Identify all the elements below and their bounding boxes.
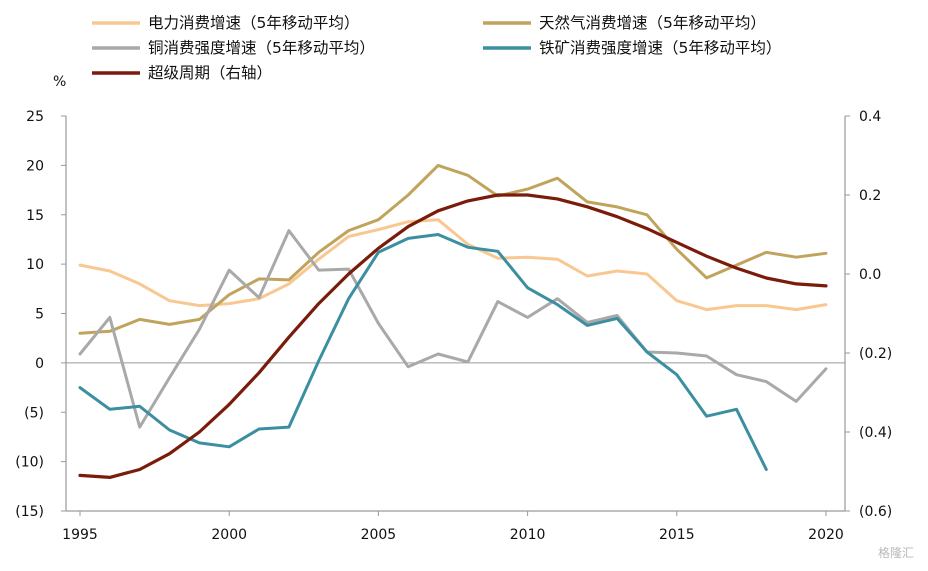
legend-label: 铜消费强度增速（5年移动平均）: [148, 39, 375, 57]
right-tick-label: 0.4: [859, 109, 881, 125]
series-line-5: [78, 193, 828, 479]
legend-label: 铁矿消费强度增速（5年移动平均）: [539, 39, 781, 57]
series-line-1: [78, 218, 828, 312]
right-tick-label: 0.2: [859, 188, 881, 204]
series-line-2: [78, 163, 828, 335]
left-tick-label: (5): [24, 405, 44, 421]
left-tick-label: 10: [26, 257, 44, 273]
x-tick-label: 2015: [659, 527, 695, 543]
legend-label: 超级周期（右轴）: [148, 64, 272, 82]
left-tick-label: 5: [35, 307, 44, 323]
left-tick-label: 20: [26, 158, 44, 174]
series-line-4: [78, 233, 768, 471]
x-tick-label: 2010: [510, 527, 546, 543]
legend-label: 电力消费增速（5年移动平均）: [148, 14, 359, 32]
left-tick-label: 0: [35, 356, 44, 372]
x-tick-label: 2020: [808, 527, 844, 543]
right-tick-label: (0.2): [859, 346, 892, 362]
x-tick-label: 1995: [62, 527, 98, 543]
watermark: 格隆汇: [877, 546, 914, 560]
left-tick-label: (10): [15, 455, 44, 471]
right-tick-label: (0.6): [859, 504, 892, 520]
series-line-3: [78, 229, 828, 429]
x-tick-label: 2005: [361, 527, 397, 543]
left-tick-label: 25: [26, 109, 44, 125]
right-tick-label: (0.4): [859, 425, 892, 441]
left-tick-label: 15: [26, 208, 44, 224]
x-tick-label: 2000: [211, 527, 247, 543]
right-tick-label: 0.0: [859, 267, 881, 283]
legend-label: 天然气消费增速（5年移动平均）: [539, 14, 766, 32]
left-tick-label: (15): [15, 504, 44, 520]
left-axis-unit: %: [53, 74, 66, 90]
